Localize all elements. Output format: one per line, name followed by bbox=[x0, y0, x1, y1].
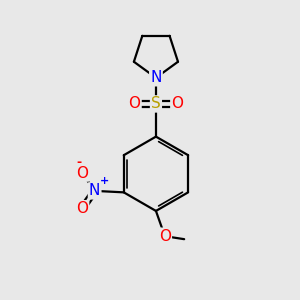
Text: N: N bbox=[89, 183, 100, 198]
Text: +: + bbox=[99, 176, 109, 186]
Text: O: O bbox=[76, 201, 88, 216]
Text: -: - bbox=[76, 157, 81, 169]
Text: N: N bbox=[150, 70, 162, 85]
Text: O: O bbox=[171, 96, 183, 111]
Text: O: O bbox=[159, 229, 171, 244]
Text: O: O bbox=[128, 96, 140, 111]
Text: S: S bbox=[151, 96, 161, 111]
Text: O: O bbox=[76, 166, 88, 181]
